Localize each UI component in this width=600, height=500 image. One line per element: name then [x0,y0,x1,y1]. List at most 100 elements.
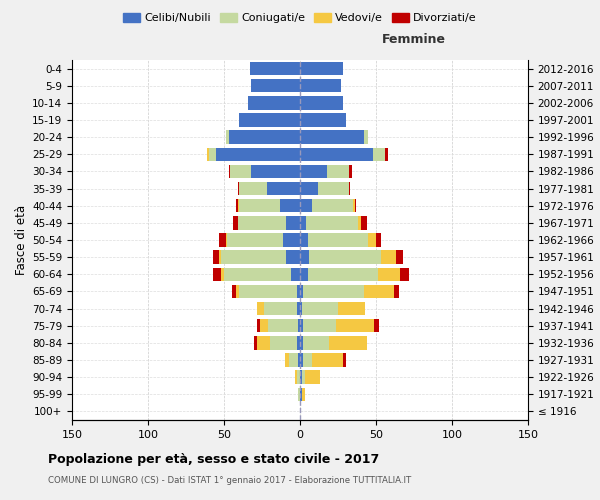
Bar [232,284,236,298]
Bar [400,268,409,281]
Bar [257,336,269,349]
Bar [251,164,300,178]
Bar [300,130,364,144]
Bar [239,114,300,126]
Bar [303,284,364,298]
Bar [297,284,300,298]
Bar [238,182,239,196]
Bar [394,284,399,298]
Legend: Celibi/Nubili, Coniugati/e, Vedovi/e, Divorziati/e: Celibi/Nubili, Coniugati/e, Vedovi/e, Di… [119,8,481,28]
Bar [308,268,377,281]
Bar [309,250,380,264]
Bar [221,268,224,281]
Bar [229,130,300,144]
Bar [364,130,368,144]
Bar [226,234,227,246]
Bar [268,319,298,332]
Bar [207,148,209,161]
Bar [328,164,349,178]
Bar [257,302,263,316]
Bar [238,216,286,230]
Bar [300,182,318,196]
Bar [302,388,305,401]
Bar [349,182,350,196]
Bar [295,370,297,384]
Bar [300,199,312,212]
Bar [300,319,303,332]
Bar [233,216,238,230]
Bar [285,354,289,366]
Bar [297,370,300,384]
Bar [221,250,286,264]
Bar [300,216,306,230]
Bar [251,79,300,92]
Bar [312,354,343,366]
Bar [298,354,300,366]
Bar [300,62,343,76]
Bar [364,284,394,298]
Y-axis label: Fasce di età: Fasce di età [15,205,28,275]
Bar [355,199,356,212]
Bar [308,234,368,246]
Bar [300,302,302,316]
Bar [396,250,403,264]
Bar [385,148,388,161]
Bar [305,370,320,384]
Bar [260,319,268,332]
Bar [229,164,230,178]
Bar [224,268,291,281]
Bar [353,199,355,212]
Bar [302,370,305,384]
Bar [300,268,308,281]
Bar [263,302,297,316]
Bar [300,234,308,246]
Bar [300,354,303,366]
Bar [298,319,300,332]
Bar [300,370,302,384]
Bar [303,354,312,366]
Bar [300,164,328,178]
Bar [214,250,220,264]
Bar [220,250,221,264]
Bar [306,216,358,230]
Bar [349,164,352,178]
Bar [368,234,376,246]
Bar [283,234,300,246]
Bar [297,336,300,349]
Bar [377,268,400,281]
Bar [337,319,374,332]
Bar [236,199,238,212]
Bar [318,182,349,196]
Bar [236,284,239,298]
Bar [302,302,338,316]
Text: Popolazione per età, sesso e stato civile - 2017: Popolazione per età, sesso e stato civil… [48,452,379,466]
Bar [300,250,309,264]
Bar [343,354,346,366]
Bar [289,354,298,366]
Bar [280,199,300,212]
Bar [239,199,280,212]
Bar [230,164,251,178]
Bar [376,234,380,246]
Bar [303,319,337,332]
Bar [373,148,385,161]
Bar [209,148,217,161]
Bar [266,182,300,196]
Bar [380,250,396,264]
Bar [300,388,302,401]
Bar [312,199,353,212]
Bar [300,114,346,126]
Bar [297,302,300,316]
Bar [291,268,300,281]
Bar [239,182,266,196]
Bar [239,284,297,298]
Bar [254,336,257,349]
Bar [217,148,300,161]
Bar [238,199,239,212]
Bar [250,62,300,76]
Text: COMUNE DI LUNGRO (CS) - Dati ISTAT 1° gennaio 2017 - Elaborazione TUTTITALIA.IT: COMUNE DI LUNGRO (CS) - Dati ISTAT 1° ge… [48,476,411,485]
Bar [300,284,303,298]
Bar [300,336,303,349]
Bar [329,336,367,349]
Bar [361,216,367,230]
